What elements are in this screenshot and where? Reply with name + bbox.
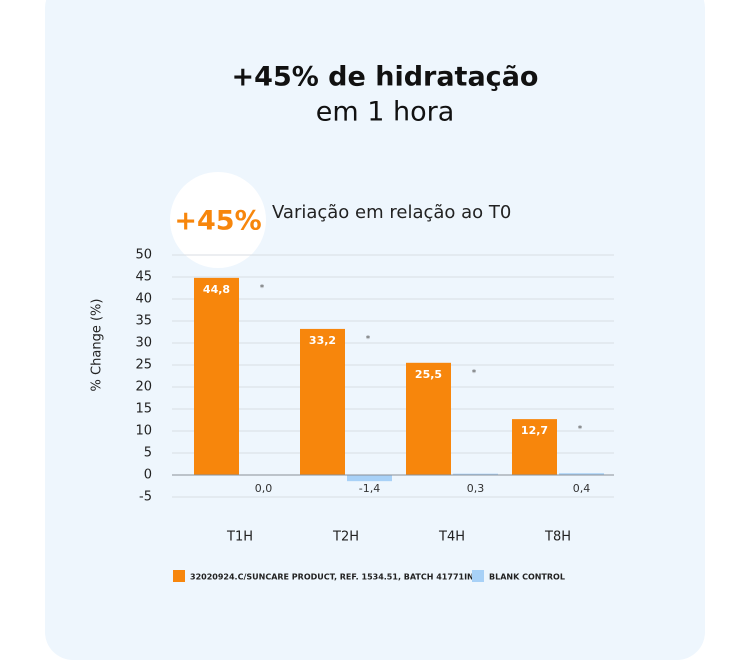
y-tick-label: 20 [135,380,152,395]
badge-circle [170,172,266,268]
y-tick-label: 25 [135,358,152,373]
bar [453,473,498,475]
x-tick-label: T4H [438,530,465,545]
significance-mark: * [366,334,371,344]
x-tick-label: T1H [226,530,253,545]
value-label: 0,3 [467,482,485,495]
value-label: 25,5 [415,368,442,381]
legend-swatch [472,570,484,582]
x-tick-label: T2H [332,530,359,545]
y-tick-label: 35 [135,314,152,329]
y-tick-label: 30 [135,336,152,351]
value-label: 44,8 [203,283,230,296]
badge: +45% [174,206,261,237]
y-tick-label: 50 [135,248,152,263]
significance-mark: * [260,283,265,293]
bar [406,362,451,475]
legend-label: BLANK CONTROL [489,573,565,582]
y-tick-label: 15 [135,402,152,417]
y-tick-label: 45 [135,270,152,285]
bar [300,328,345,475]
value-label: 0,0 [255,482,273,495]
y-tick-label: 0 [144,468,152,483]
legend-label: 32020924.C/SUNCARE PRODUCT, REF. 1534.51… [190,573,474,582]
significance-mark: * [472,368,477,378]
y-tick-label: -5 [139,490,152,505]
card [45,0,705,660]
bar [559,473,604,475]
x-tick-label: T8H [544,530,571,545]
legend-swatch [173,570,185,582]
value-label: 12,7 [521,424,548,437]
value-label: 33,2 [309,334,336,347]
y-tick-label: 5 [144,446,152,461]
y-axis-label: % Change (%) [90,299,105,392]
title: +45% de hidratação [232,62,539,93]
subtitle: em 1 hora [316,97,455,128]
y-tick-label: 40 [135,292,152,307]
value-label: -1,4 [359,482,380,495]
y-tick-label: 10 [135,424,152,439]
bar [194,277,239,475]
bar [512,419,557,475]
bar [347,475,392,482]
significance-mark: * [578,425,583,435]
chart-title: Variação em relação ao T0 [272,202,511,223]
value-label: 0,4 [573,482,591,495]
